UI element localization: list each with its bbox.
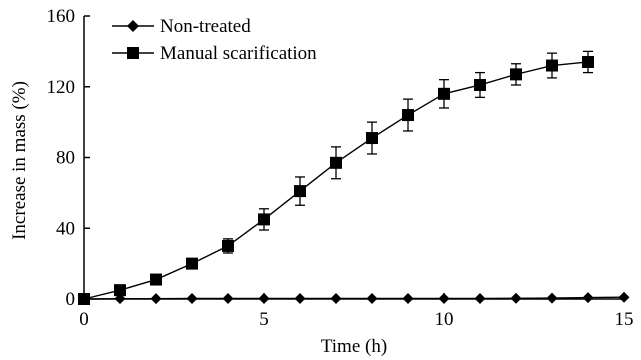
data-point [474,292,486,304]
data-point [546,59,558,72]
data-point [294,292,306,304]
data-point [510,68,522,81]
legend-item: Manual scarification [112,43,317,64]
data-point [510,292,522,304]
data-point [114,284,126,297]
legend-label: Manual scarification [160,43,317,64]
y-tick-label: 160 [47,6,76,27]
y-tick-label: 40 [56,218,75,239]
x-axis-title: Time (h) [321,336,387,357]
series-line [83,296,625,300]
data-point [222,292,234,304]
legend-diamond-marker [127,20,139,32]
ticks: 0 5 10 15 0 40 80 120 160 [47,6,634,330]
x-tick-label: 10 [435,309,454,330]
y-tick-label: 120 [47,77,76,98]
x-tick-label: 5 [259,309,269,330]
data-point [150,273,162,286]
data-point [366,132,378,145]
data-point [78,293,90,305]
data-point [186,257,198,270]
legend-square-marker [127,47,139,59]
data-point [294,185,306,198]
y-tick-label: 0 [66,289,76,310]
data-point [222,239,234,252]
series-non-treated [78,291,630,305]
data-point [582,55,594,68]
legend: Non-treated Manual scarification [112,16,317,64]
data-point [330,156,342,169]
data-point [546,292,558,304]
y-tick-label: 80 [56,148,75,169]
series-manual-scarification [78,50,594,305]
legend-label: Non-treated [160,16,251,37]
series-line [83,61,589,300]
x-tick-label: 15 [615,309,634,330]
data-point [186,292,198,304]
x-tick-label: 0 [79,309,89,330]
data-point [366,292,378,304]
data-point [150,293,162,305]
data-point [330,292,342,304]
data-point [474,78,486,91]
data-point [402,292,414,304]
data-point [258,292,270,304]
series [78,50,630,305]
data-point [402,109,414,122]
y-axis-title: Increase in mass (%) [9,81,30,240]
data-point [438,292,450,304]
legend-item: Non-treated [112,16,251,37]
data-point [582,292,594,304]
data-point [438,87,450,100]
data-point [618,291,630,303]
data-point [258,213,270,226]
